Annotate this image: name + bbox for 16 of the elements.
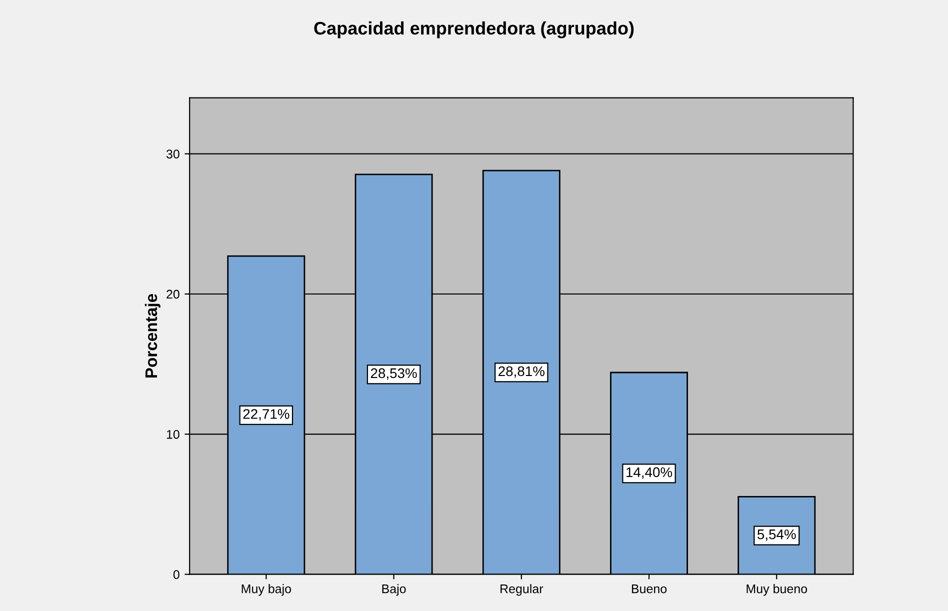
x-tick-label: Muy bajo xyxy=(242,584,292,596)
data-label: 28,53% xyxy=(370,368,417,380)
x-tick-label: Muy bueno xyxy=(746,584,808,596)
data-label: 28,81% xyxy=(498,366,544,378)
y-axis-title: Porcentaje xyxy=(144,294,160,378)
data-label: 22,71% xyxy=(243,409,290,421)
data-label: 5,54% xyxy=(757,529,796,541)
x-tick-label: Regular xyxy=(500,584,544,596)
data-label: 14,40% xyxy=(626,467,672,479)
x-tick-label: Bueno xyxy=(632,584,667,594)
y-tick-label: 0 xyxy=(173,570,180,579)
y-tick-label: 20 xyxy=(166,290,180,299)
y-tick-label: 30 xyxy=(166,150,180,158)
x-tick-label: Bajo xyxy=(382,584,406,596)
y-tick-label: 10 xyxy=(166,430,180,439)
chart-title: Capacidad emprendedora (agrupado) xyxy=(314,21,634,38)
